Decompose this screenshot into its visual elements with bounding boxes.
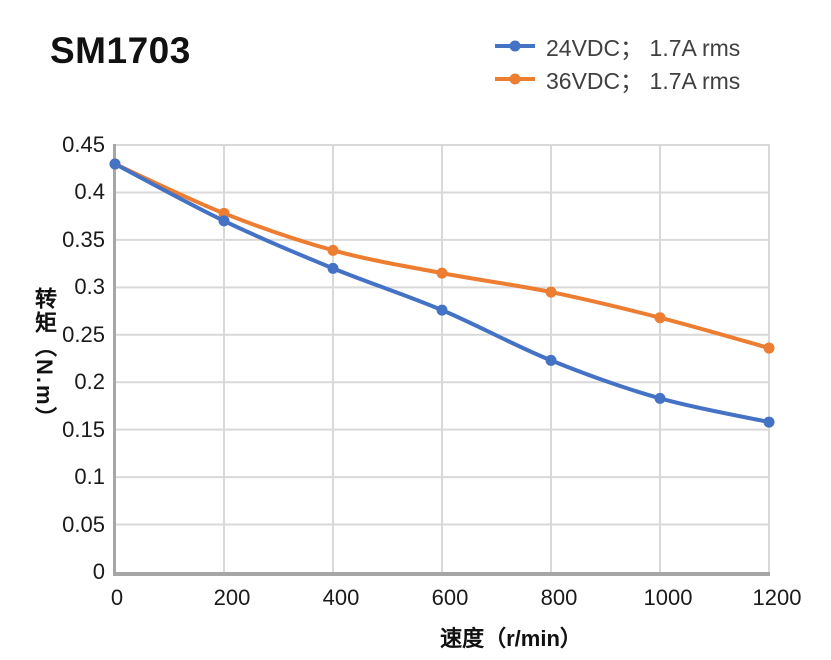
y-tick-label: 0.15 <box>62 416 105 442</box>
y-tick-label: 0.35 <box>62 226 105 252</box>
x-tick-label: 0 <box>110 585 124 610</box>
y-tick-label: 0 <box>92 559 105 584</box>
legend-line-dot-icon <box>495 73 535 85</box>
legend-label-36vdc: 36VDC； 1.7A rms <box>546 68 741 94</box>
legend-label-24vdc: 24VDC； 1.7A rms <box>546 35 741 61</box>
legend-line-dot-icon <box>495 40 535 52</box>
legend-item-36vdc: 36VDC； 1.7A rms <box>494 64 740 94</box>
x-axis-title: 速度（r/min） <box>440 626 582 651</box>
y-tick-label: 0.3 <box>74 274 105 300</box>
legend-item-24vdc: 24VDC； 1.7A rms <box>494 31 740 61</box>
y-axis-title: 转矩（N.m） <box>32 286 57 431</box>
y-tick-label: 0.05 <box>62 511 105 537</box>
y-tick-label: 0.25 <box>62 321 105 347</box>
x-tick-label: 600 <box>431 585 469 610</box>
x-tick-label: 1000 <box>643 585 693 610</box>
legend: 24VDC； 1.7A rms 36VDC； 1.7A rms <box>494 31 740 94</box>
chart-title: SM1703 <box>50 30 191 71</box>
y-tick-label: 0.1 <box>74 464 105 490</box>
x-tick-label: 800 <box>540 585 578 610</box>
y-tick-label: 0.4 <box>74 179 105 205</box>
y-tick-label: 0.2 <box>74 369 105 395</box>
x-tick-label: 200 <box>213 585 251 610</box>
y-tick-label: 0.45 <box>62 132 105 157</box>
x-tick-label: 1200 <box>752 585 802 610</box>
x-tick-label: 400 <box>322 585 360 610</box>
